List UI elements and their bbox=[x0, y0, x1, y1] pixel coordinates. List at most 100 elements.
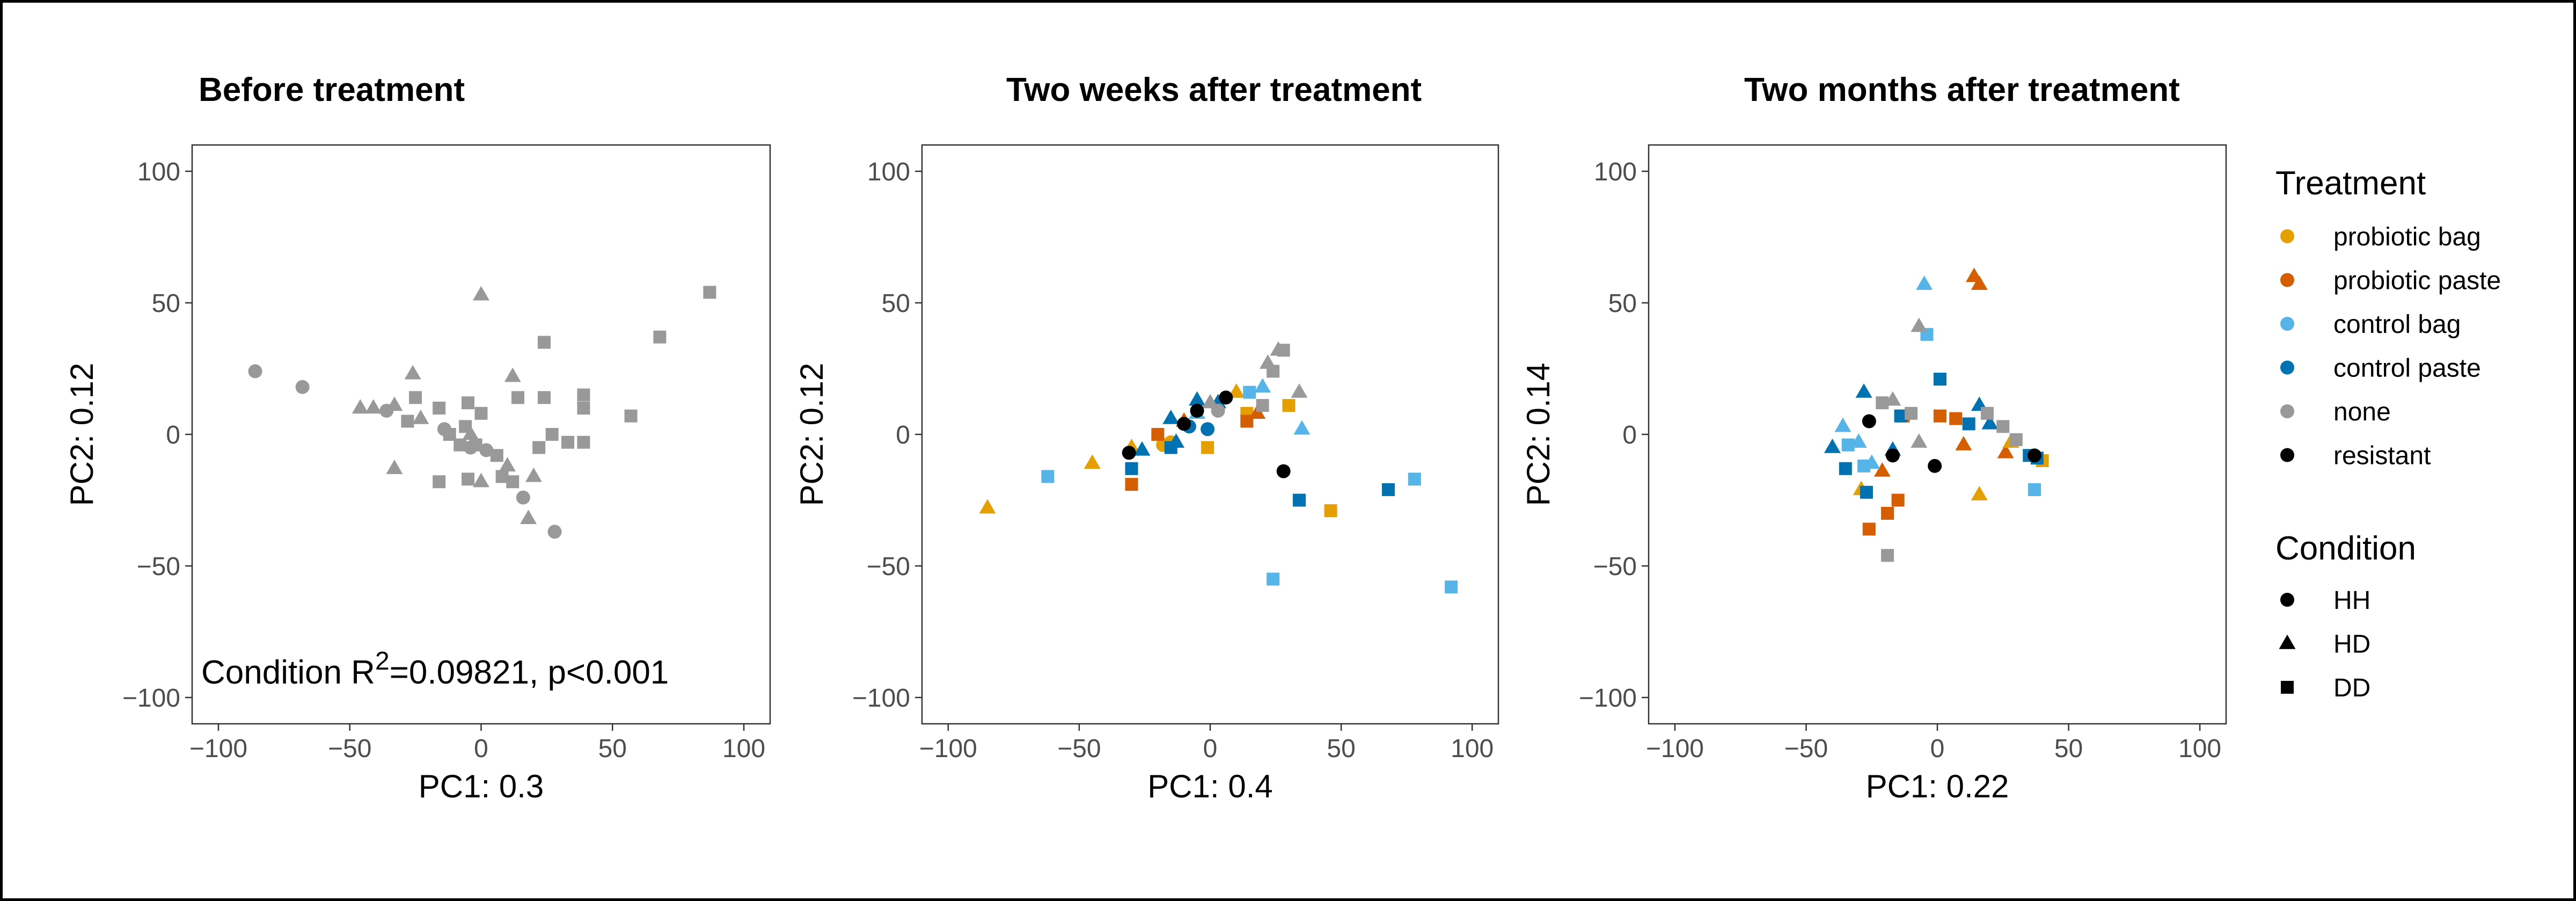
data-point bbox=[506, 475, 519, 489]
data-point bbox=[1881, 549, 1894, 562]
data-point bbox=[499, 457, 516, 472]
data-point bbox=[561, 435, 575, 449]
data-point bbox=[1293, 420, 1311, 435]
legend-key bbox=[2280, 404, 2294, 418]
x-axis-title: PC1: 0.3 bbox=[419, 768, 544, 804]
data-point bbox=[1855, 383, 1872, 398]
x-tick-label: −100 bbox=[189, 735, 247, 763]
data-point bbox=[1282, 399, 1296, 412]
data-point bbox=[404, 365, 421, 380]
legend-key bbox=[2280, 229, 2294, 243]
data-point bbox=[248, 364, 262, 379]
data-point bbox=[516, 490, 530, 505]
data-point bbox=[1965, 267, 1982, 282]
data-point bbox=[520, 510, 537, 525]
legend: Treatment probiotic bag probiotic paste con… bbox=[2275, 165, 2501, 702]
data-point bbox=[412, 409, 429, 424]
data-point bbox=[504, 367, 521, 382]
data-point bbox=[1084, 454, 1101, 469]
x-tick-label: −50 bbox=[1057, 735, 1101, 763]
data-point bbox=[979, 499, 996, 514]
y-tick-label: 100 bbox=[867, 158, 910, 186]
plot-area bbox=[1648, 144, 2227, 725]
legend-title-condition: Condition bbox=[2275, 530, 2416, 567]
data-point bbox=[703, 286, 716, 299]
x-tick-label: 100 bbox=[722, 735, 765, 763]
data-point bbox=[537, 391, 551, 404]
data-point bbox=[1168, 433, 1185, 448]
points bbox=[1824, 267, 2049, 562]
data-point bbox=[469, 438, 482, 452]
y-tick-label: 100 bbox=[1594, 158, 1637, 186]
data-point bbox=[1955, 435, 1972, 450]
data-point bbox=[1911, 433, 1928, 448]
data-point bbox=[1228, 383, 1245, 398]
data-point bbox=[1834, 417, 1851, 432]
data-point bbox=[1962, 417, 1975, 431]
data-point bbox=[1267, 365, 1280, 378]
x-tick-label: −100 bbox=[1646, 735, 1704, 763]
data-point bbox=[479, 443, 494, 457]
data-point bbox=[1891, 493, 1905, 507]
panel-2: Two weeks after treatment −100 −50 0 50 100 −1… bbox=[794, 71, 1499, 804]
data-point bbox=[1201, 441, 1214, 454]
data-point bbox=[1996, 420, 2010, 433]
data-point bbox=[1841, 438, 1855, 452]
legend-key bbox=[2279, 634, 2296, 649]
data-point bbox=[653, 330, 667, 344]
data-point bbox=[1839, 462, 1852, 475]
data-point bbox=[525, 467, 542, 482]
data-point bbox=[295, 380, 310, 394]
plot-area bbox=[191, 144, 771, 725]
x-axis-title: PC1: 0.4 bbox=[1147, 768, 1272, 804]
y-tick-label: −50 bbox=[867, 553, 910, 581]
data-point bbox=[1885, 448, 1900, 463]
data-point bbox=[577, 435, 590, 449]
x-tick-label: 50 bbox=[1327, 735, 1355, 763]
data-point bbox=[1949, 412, 1963, 425]
y-tick-label: 50 bbox=[1608, 289, 1637, 318]
panel-title: Before treatment bbox=[199, 71, 465, 108]
y-tick-label: 0 bbox=[896, 421, 910, 449]
y-tick-label: −50 bbox=[137, 553, 180, 581]
x-tick-label: −50 bbox=[1784, 735, 1828, 763]
data-point bbox=[1408, 473, 1421, 486]
x-tick-label: 0 bbox=[1203, 735, 1218, 763]
data-point bbox=[1862, 414, 1876, 428]
data-point bbox=[1292, 493, 1306, 507]
data-point bbox=[1905, 406, 1918, 420]
data-point bbox=[1267, 572, 1280, 586]
legend-key bbox=[2280, 448, 2294, 462]
legend-label: control bag bbox=[2333, 310, 2461, 339]
data-point bbox=[1254, 378, 1271, 393]
legend-key bbox=[2280, 317, 2294, 331]
x-tick-label: 100 bbox=[1451, 735, 1494, 763]
data-point bbox=[1824, 438, 1841, 453]
legend-label: probiotic bag bbox=[2333, 223, 2481, 251]
data-point bbox=[459, 420, 472, 433]
data-point bbox=[1933, 373, 1946, 386]
data-point bbox=[386, 460, 403, 474]
data-point bbox=[473, 473, 489, 488]
data-point bbox=[1190, 403, 1204, 418]
data-point bbox=[1324, 504, 1337, 518]
data-point bbox=[1201, 422, 1215, 437]
data-point bbox=[1911, 317, 1928, 332]
data-point bbox=[547, 525, 562, 539]
legend-key bbox=[2280, 273, 2294, 287]
data-point bbox=[1243, 386, 1256, 399]
x-tick-label: 50 bbox=[598, 735, 627, 763]
legend-label: none bbox=[2333, 398, 2391, 426]
data-point bbox=[1211, 403, 1225, 418]
data-point bbox=[1881, 507, 1894, 520]
data-point bbox=[1189, 391, 1206, 406]
data-point bbox=[1445, 580, 1458, 594]
data-point bbox=[1916, 275, 1933, 290]
x-tick-label: 0 bbox=[474, 735, 488, 763]
x-axis-title: PC1: 0.22 bbox=[1866, 768, 2009, 804]
data-point bbox=[2028, 483, 2041, 496]
data-point bbox=[1928, 459, 1942, 473]
x-tick-label: 0 bbox=[1930, 735, 1945, 763]
data-point bbox=[1981, 415, 1999, 430]
